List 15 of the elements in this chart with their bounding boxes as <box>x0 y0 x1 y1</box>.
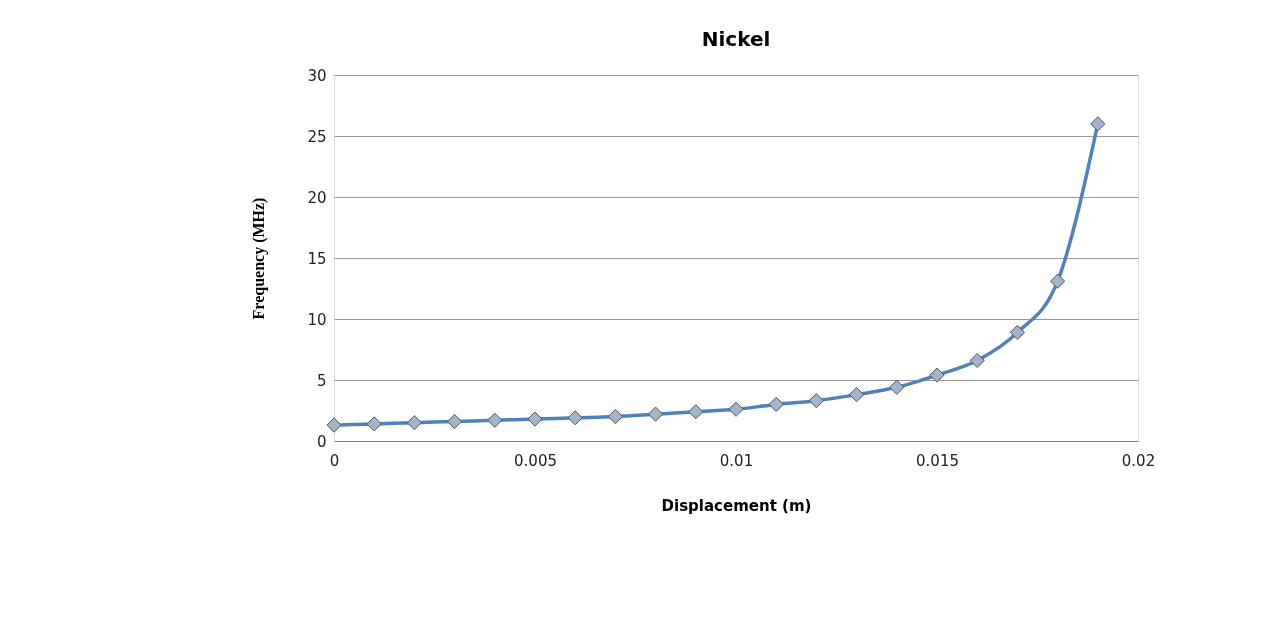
y-tick-label: 20 <box>307 188 327 207</box>
y-axis-title: Frequency (MHz) <box>250 197 269 320</box>
chart-title: Nickel <box>701 27 771 51</box>
x-tick-label: 0.01 <box>719 451 754 470</box>
x-tick-label: 0.015 <box>916 451 959 470</box>
x-axis-title: Displacement (m) <box>661 496 812 515</box>
y-tick-label: 30 <box>307 66 327 85</box>
y-tick-label: 0 <box>316 432 327 451</box>
y-tick-label: 5 <box>316 371 327 390</box>
y-tick-label: 10 <box>307 310 327 329</box>
x-tick-label: 0.005 <box>514 451 557 470</box>
y-tick-label: 25 <box>307 127 327 146</box>
x-tick-label: 0 <box>329 451 340 470</box>
y-tick-label: 15 <box>307 249 327 268</box>
x-tick-label: 0.02 <box>1121 451 1156 470</box>
